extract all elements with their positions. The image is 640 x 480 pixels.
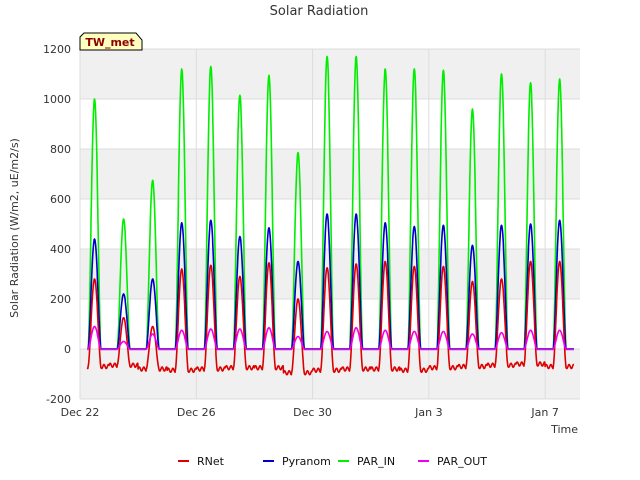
y-tick-label: 600 [50, 193, 71, 206]
series-line-par-out [86, 325, 575, 351]
series-lines [86, 55, 575, 376]
x-tick-label: Dec 22 [61, 406, 100, 419]
legend-label-par-out: PAR_OUT [437, 455, 487, 468]
y-tick-label: 1200 [43, 43, 71, 56]
x-axis-label: Time [550, 423, 578, 436]
badge-label: TW_met [85, 36, 134, 49]
y-tick-label: 800 [50, 143, 71, 156]
legend-label-par-in: PAR_IN [357, 455, 395, 468]
y-tick-label: 1000 [43, 93, 71, 106]
legend: RNet Pyranom PAR_IN PAR_OUT [178, 455, 487, 468]
badge-shape [79, 32, 143, 51]
x-axis-ticks: Dec 22 Dec 26 Dec 30 Jan 3 Jan 7 [61, 406, 559, 419]
x-tick-label: Dec 26 [177, 406, 216, 419]
x-tick-label: Jan 7 [530, 406, 558, 419]
x-tick-label: Jan 3 [414, 406, 442, 419]
y-axis-ticks: -200 0 200 400 600 800 1000 1200 [43, 43, 71, 406]
station-badge: TW_met [79, 32, 143, 51]
y-tick-label: -200 [46, 393, 71, 406]
chart-title: Solar Radiation [270, 4, 369, 19]
grid-band [80, 49, 580, 99]
series-line-rnet [86, 260, 575, 376]
legend-label-rnet: RNet [197, 455, 225, 468]
y-tick-label: 400 [50, 243, 71, 256]
y-tick-label: 0 [64, 343, 71, 356]
grid-band [80, 349, 580, 399]
y-tick-label: 200 [50, 293, 71, 306]
y-axis-label: Solar Radiation (W/m2, uE/m2/s) [8, 138, 21, 318]
legend-label-pyranom: Pyranom [282, 455, 331, 468]
x-tick-label: Dec 30 [293, 406, 332, 419]
